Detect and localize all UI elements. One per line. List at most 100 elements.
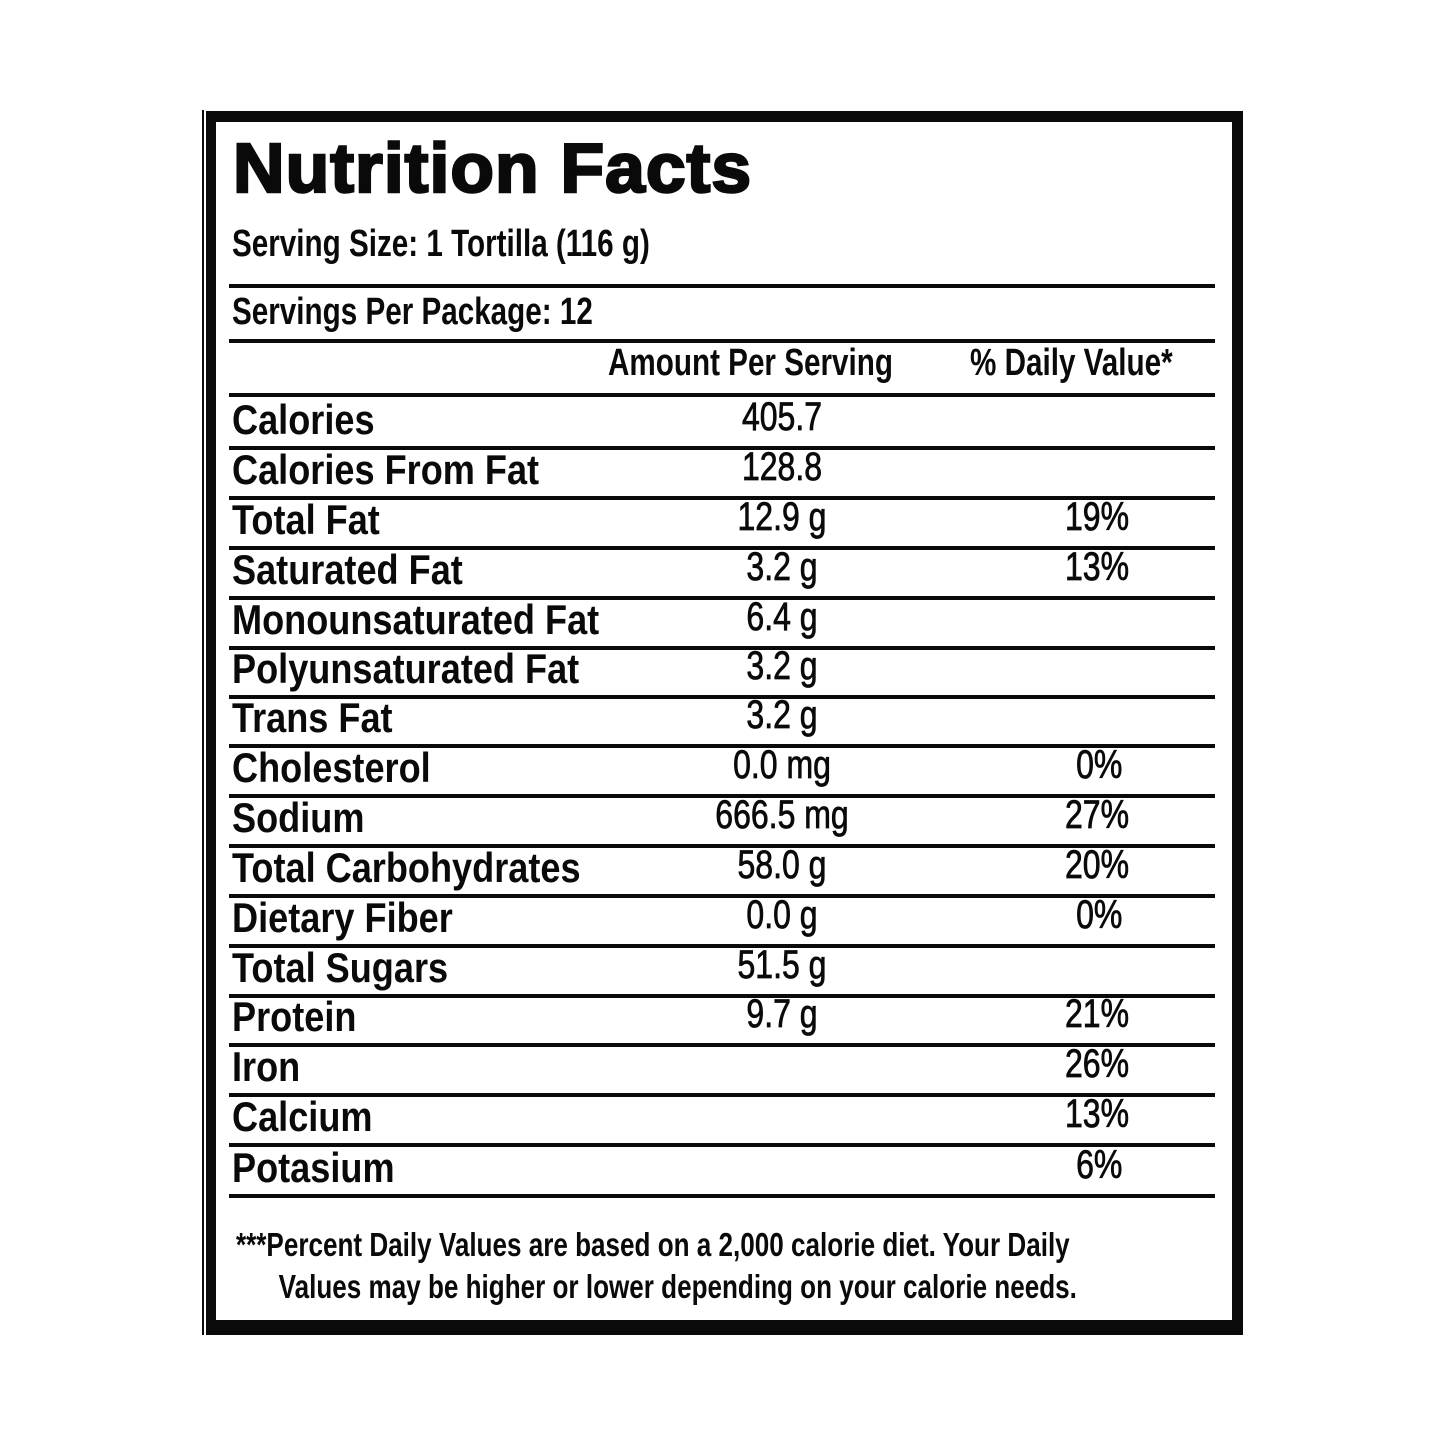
- nutrient-name-text: Calories: [232, 396, 375, 443]
- table-row: Total Fat 12.9 g 19%: [232, 495, 1215, 546]
- table-row: Calories 405.7: [232, 395, 1215, 446]
- divider: [229, 1143, 1215, 1147]
- nutrient-name: Saturated Fat: [232, 546, 500, 594]
- nutrient-amount-text: 9.7 g: [746, 992, 818, 1037]
- servings-per-package: Servings Per Package: 12: [232, 291, 695, 334]
- table-row: Dietary Fiber 0.0 g 0%: [232, 893, 1215, 944]
- nutrient-name-text: Polyunsaturated Fat: [232, 645, 580, 692]
- nutrient-amount-text: 405.7: [741, 395, 823, 440]
- column-header-amount-text: Amount Per Serving: [608, 342, 893, 384]
- nutrient-amount-text: 0.0 mg: [733, 743, 831, 788]
- nutrient-daily-value-text: 6%: [1076, 1143, 1123, 1188]
- footnote-line-2: Values may be higher or lower depending …: [278, 1268, 1077, 1305]
- divider: [229, 1043, 1215, 1047]
- nutrient-name-text: Total Fat: [232, 496, 380, 543]
- nutrient-name: Dietary Fiber: [232, 894, 489, 942]
- nutrient-name-text: Sodium: [232, 794, 365, 841]
- nutrient-daily-value-text: 21%: [1064, 992, 1130, 1037]
- footnote: ***Percent Daily Values are based on a 2…: [236, 1224, 1206, 1308]
- divider: [229, 496, 1215, 500]
- divider: [229, 284, 1215, 288]
- divider: [229, 1093, 1215, 1097]
- servings-per-package-text: Servings Per Package: 12: [232, 291, 593, 333]
- nutrient-name-text: Saturated Fat: [232, 546, 463, 593]
- column-header-amount: Amount Per Serving: [608, 342, 973, 385]
- serving-size-text: Serving Size: 1 Tortilla (116 g): [232, 223, 650, 265]
- column-header-daily-value: % Daily Value*: [970, 342, 1230, 385]
- nutrient-amount-text: 58.0 g: [737, 843, 827, 888]
- nutrient-name-text: Iron: [232, 1043, 301, 1090]
- divider: [229, 446, 1215, 450]
- nutrient-name: Protein: [232, 993, 377, 1041]
- nutrient-daily-value-text: 0%: [1076, 743, 1123, 788]
- label-title: Nutrition Facts: [232, 128, 753, 209]
- nutrient-daily-value-text: 19%: [1064, 495, 1130, 540]
- nutrient-name: Calcium: [232, 1093, 395, 1141]
- divider: [229, 894, 1215, 898]
- nutrient-amount-text: 12.9 g: [737, 495, 827, 540]
- nutrient-name: Calories From Fat: [232, 446, 589, 494]
- nutrient-daily-value-text: 20%: [1064, 843, 1130, 888]
- divider: [229, 646, 1215, 650]
- nutrient-name: Total Carbohydrates: [232, 844, 637, 892]
- table-row: Total Sugars 51.5 g: [232, 943, 1215, 994]
- nutrient-name-text: Protein: [232, 993, 357, 1040]
- nutrient-name: Cholesterol: [232, 744, 463, 792]
- divider: [229, 994, 1215, 998]
- divider: [229, 844, 1215, 848]
- nutrient-name: Total Fat: [232, 496, 404, 544]
- nutrient-name: Trans Fat: [232, 694, 419, 742]
- table-row: Iron 26%: [232, 1042, 1215, 1093]
- nutrient-name: Monounsaturated Fat: [232, 596, 659, 644]
- nutrient-daily-value-text: 26%: [1064, 1042, 1130, 1087]
- nutrient-amount-text: 666.5 mg: [715, 793, 849, 838]
- nutrient-name: Sodium: [232, 794, 386, 842]
- nutrition-label-frame: [206, 111, 1243, 1335]
- table-row: Cholesterol 0.0 mg 0%: [232, 743, 1215, 794]
- nutrient-amount-text: 3.2 g: [746, 644, 818, 689]
- footnote-line-1: ***Percent Daily Values are based on a 2…: [236, 1226, 1070, 1263]
- table-row: Polyunsaturated Fat 3.2 g: [232, 644, 1215, 695]
- outer-thin-border: [202, 110, 1243, 1335]
- divider: [229, 339, 1215, 343]
- nutrient-name-text: Potasium: [232, 1144, 395, 1191]
- table-row: Total Carbohydrates 58.0 g 20%: [232, 843, 1215, 894]
- nutrient-amount-text: 3.2 g: [746, 693, 818, 738]
- nutrient-name: Polyunsaturated Fat: [232, 645, 636, 693]
- table-row: Protein 9.7 g 21%: [232, 992, 1215, 1043]
- nutrient-daily-value-text: 27%: [1064, 793, 1130, 838]
- nutrient-amount-text: 3.2 g: [746, 545, 818, 590]
- nutrient-name-text: Trans Fat: [232, 694, 393, 741]
- nutrient-amount-text: 0.0 g: [746, 893, 818, 938]
- serving-size: Serving Size: 1 Tortilla (116 g): [232, 223, 768, 266]
- nutrient-name-text: Calcium: [232, 1093, 373, 1140]
- table-row: Monounsaturated Fat 6.4 g: [232, 595, 1215, 646]
- label-title-text: Nutrition Facts: [232, 128, 753, 209]
- divider: [229, 546, 1215, 550]
- nutrient-amount-text: 6.4 g: [746, 595, 818, 640]
- table-row: Calcium 13%: [232, 1092, 1215, 1143]
- table-row: Saturated Fat 3.2 g 13%: [232, 545, 1215, 596]
- table-row: Calories From Fat 128.8: [232, 445, 1215, 496]
- divider: [229, 944, 1215, 948]
- divider: [229, 695, 1215, 699]
- divider: [229, 393, 1215, 397]
- nutrient-name: Total Sugars: [232, 944, 483, 992]
- divider: [229, 794, 1215, 798]
- nutrient-daily-value-text: 0%: [1076, 893, 1123, 938]
- table-row: Trans Fat 3.2 g: [232, 693, 1215, 744]
- nutrient-name: Potasium: [232, 1144, 421, 1192]
- nutrient-name: Iron: [232, 1043, 311, 1091]
- table-row: Potasium 6%: [232, 1143, 1215, 1194]
- nutrient-name-text: Dietary Fiber: [232, 894, 453, 941]
- divider: [229, 744, 1215, 748]
- nutrient-name: Calories: [232, 396, 398, 444]
- divider: [229, 596, 1215, 600]
- nutrient-name-text: Cholesterol: [232, 744, 431, 791]
- nutrient-daily-value-text: 13%: [1064, 545, 1130, 590]
- nutrient-daily-value-text: 13%: [1064, 1092, 1130, 1137]
- nutrient-name-text: Total Sugars: [232, 944, 449, 991]
- nutrient-amount-text: 51.5 g: [737, 943, 827, 988]
- nutrient-name-text: Total Carbohydrates: [232, 844, 581, 891]
- divider: [229, 1194, 1215, 1198]
